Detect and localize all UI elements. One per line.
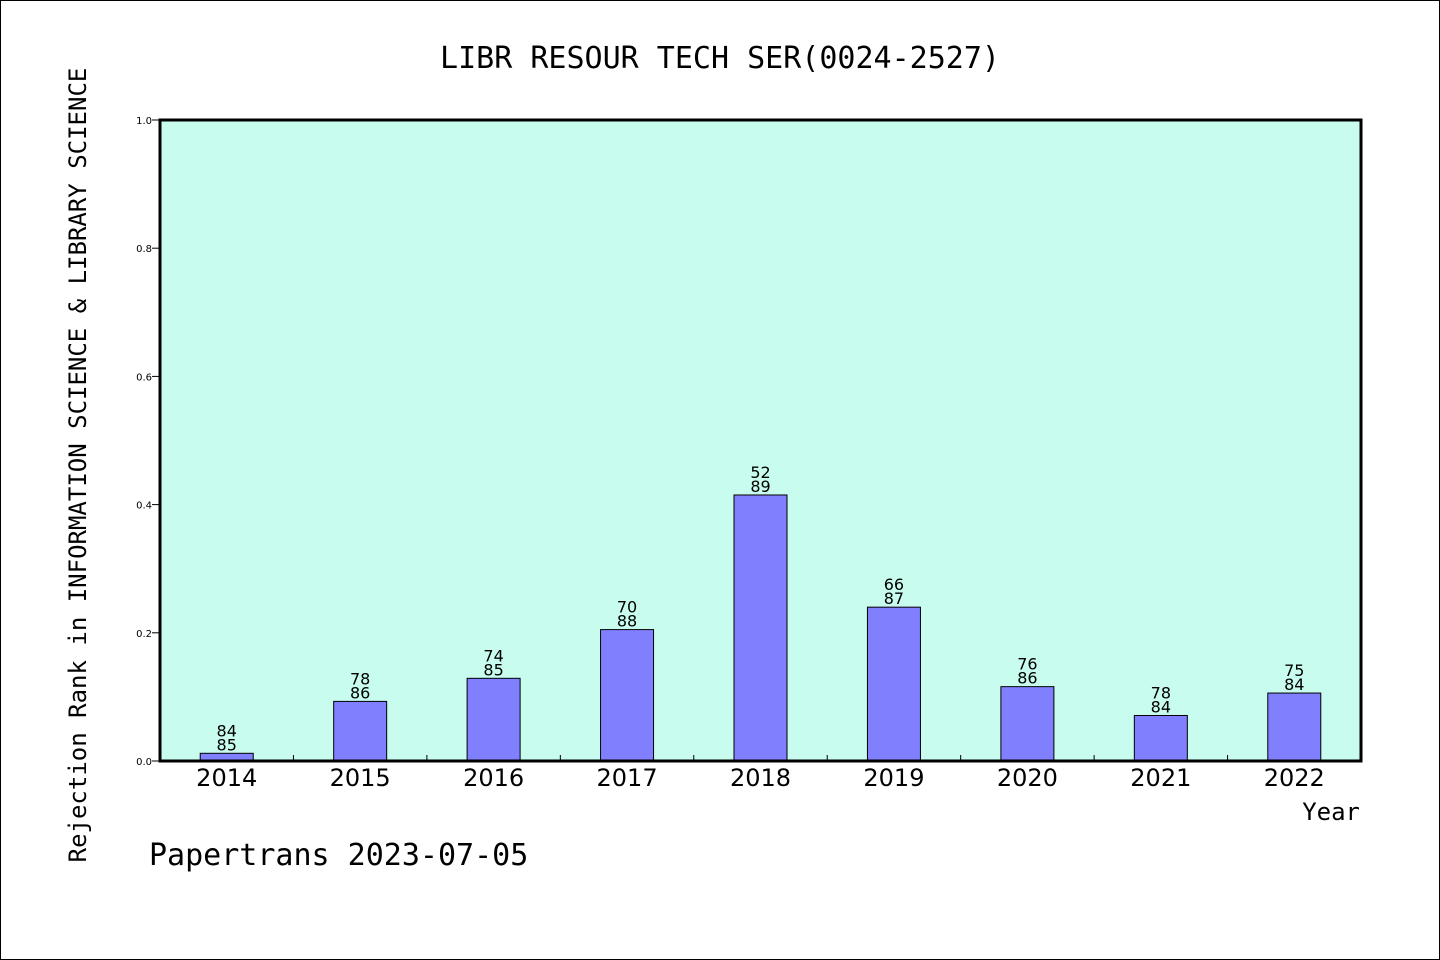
x-tick-label: 2017 (597, 764, 658, 792)
bar-label-top: 78 (350, 669, 370, 688)
x-tick-label: 2020 (997, 764, 1058, 792)
bar-2017 (600, 629, 655, 762)
x-tick-label: 2016 (463, 764, 524, 792)
x-tick-label: 2022 (1264, 764, 1325, 792)
bar-label-top: 52 (750, 463, 770, 482)
bar-2015 (333, 700, 388, 762)
x-tick-label: 2021 (1130, 764, 1191, 792)
bar-2016 (466, 677, 521, 762)
bar-label-bottom: 85 (217, 735, 237, 754)
y-tick-label: 1.0 (136, 116, 152, 127)
bar-label-bottom: 88 (617, 612, 637, 631)
x-axis-label: Year (1302, 798, 1360, 826)
x-tick-label: 2014 (196, 764, 257, 792)
bar-label-bottom: 87 (884, 589, 904, 608)
chart-title: LIBR RESOUR TECH SER(0024-2527) (440, 41, 1000, 76)
bar-label-bottom: 89 (750, 477, 770, 496)
bar-2021 (1133, 714, 1188, 762)
bar-label-top: 74 (483, 646, 503, 665)
bar-2019 (866, 606, 921, 762)
y-tick-label: 0.4 (136, 501, 152, 512)
bar-label-top: 76 (1017, 655, 1037, 674)
x-axis-ticks: 2014 2015 2016 2017 2018 2019 2020 2021 2022 (196, 755, 1325, 792)
bar-2022 (1267, 692, 1322, 762)
bar-label-top: 70 (617, 598, 637, 617)
x-tick-label: 2015 (330, 764, 391, 792)
bar-label-top: 84 (217, 721, 237, 740)
bar-label-top: 75 (1284, 661, 1304, 680)
bar-label-top: 66 (884, 575, 904, 594)
y-axis-ticks: 0.0 0.2 0.4 0.6 0.8 1.0 (136, 116, 160, 768)
y-tick-label: 0.2 (136, 629, 152, 640)
bar-label-top: 78 (1151, 683, 1171, 702)
bar-2018 (733, 494, 788, 762)
y-tick-label: 0.8 (136, 244, 152, 255)
bar-2020 (1000, 686, 1055, 762)
bar-label-bottom: 86 (1017, 669, 1037, 688)
bar-label-bottom: 86 (350, 683, 370, 702)
x-tick-label: 2018 (730, 764, 791, 792)
bar-label-bottom: 84 (1284, 675, 1304, 694)
y-tick-label: 0.6 (136, 372, 152, 383)
y-tick-label: 0.0 (136, 757, 152, 768)
bar-label-bottom: 85 (483, 660, 503, 679)
x-tick-label: 2019 (863, 764, 924, 792)
footer-watermark: Papertrans 2023-07-05 (149, 838, 528, 873)
plot-border (158, 118, 1363, 763)
y-axis-label: Rejection Rank in INFORMATION SCIENCE & … (64, 68, 92, 863)
bar-series (199, 494, 1322, 762)
bar-label-bottom: 84 (1151, 697, 1171, 716)
